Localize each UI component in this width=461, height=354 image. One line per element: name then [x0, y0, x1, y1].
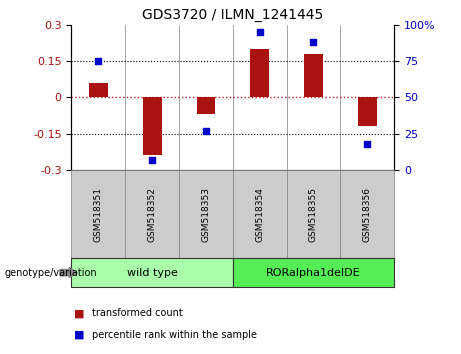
Title: GDS3720 / ILMN_1241445: GDS3720 / ILMN_1241445 — [142, 8, 324, 22]
Bar — [143, 97, 161, 155]
Bar — [89, 83, 108, 97]
Text: GSM518354: GSM518354 — [255, 187, 264, 242]
Bar — [196, 97, 215, 114]
Text: wild type: wild type — [127, 268, 177, 278]
Text: GSM518352: GSM518352 — [148, 187, 157, 242]
Point — [256, 29, 263, 35]
Bar — [250, 49, 269, 97]
Bar — [304, 54, 323, 97]
Text: genotype/variation: genotype/variation — [5, 268, 97, 278]
Point — [202, 128, 210, 133]
Text: GSM518353: GSM518353 — [201, 187, 210, 242]
Text: ■: ■ — [74, 330, 84, 339]
Point — [310, 39, 317, 45]
Text: RORalpha1delDE: RORalpha1delDE — [266, 268, 361, 278]
Point — [364, 141, 371, 147]
Bar — [358, 97, 377, 126]
Text: transformed count: transformed count — [92, 308, 183, 318]
Text: GSM518355: GSM518355 — [309, 187, 318, 242]
Point — [148, 157, 156, 162]
Point — [95, 58, 102, 64]
Text: percentile rank within the sample: percentile rank within the sample — [92, 330, 257, 339]
Text: ■: ■ — [74, 308, 84, 318]
Text: GSM518356: GSM518356 — [363, 187, 372, 242]
Text: GSM518351: GSM518351 — [94, 187, 103, 242]
